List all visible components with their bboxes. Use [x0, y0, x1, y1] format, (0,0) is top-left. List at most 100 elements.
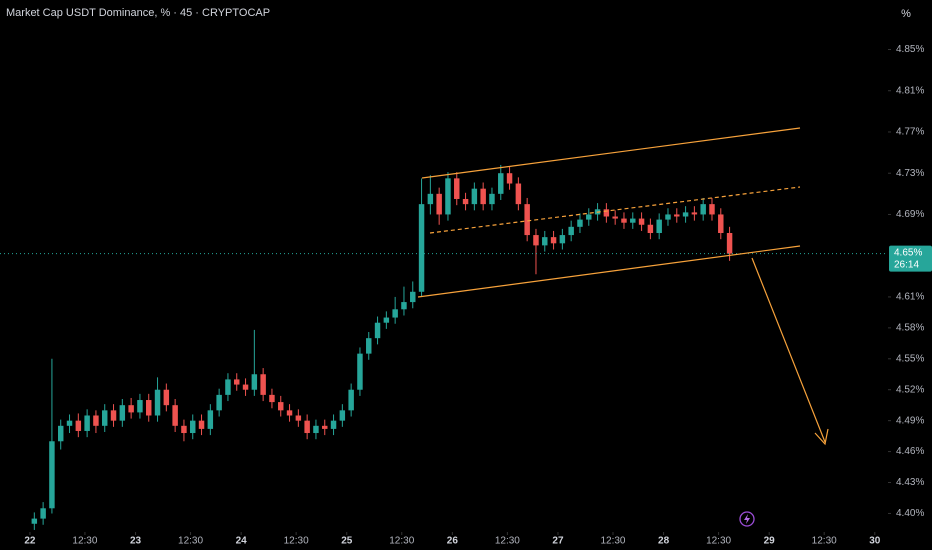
candle-body — [330, 420, 337, 429]
axes: 4.85% 4.81% 4.77% 4.73% 4.69% 4.61% 4.58% 4.55%… — [24, 44, 932, 547]
candle-body — [172, 405, 178, 426]
candle-body — [506, 173, 513, 184]
candle-body — [718, 214, 724, 234]
y-tick-label: 4.81% — [896, 85, 924, 96]
candle-body — [198, 420, 205, 429]
candle-body — [542, 237, 548, 246]
x-tick-label: 29 — [764, 536, 776, 547]
y-axis-panel — [888, 0, 932, 550]
x-tick-label: 12:30 — [284, 536, 309, 547]
candle-body — [392, 309, 398, 318]
candle-body — [295, 415, 302, 421]
candle-body — [401, 302, 407, 310]
y-tick-label: 4.58% — [896, 323, 924, 334]
x-tick-label: 27 — [552, 536, 564, 547]
drawings — [417, 127, 829, 446]
candle-body — [75, 420, 82, 431]
candle-body — [137, 400, 143, 413]
candle-body — [93, 415, 99, 426]
candle-body — [709, 204, 715, 215]
x-axis-panel — [0, 532, 888, 550]
x-tick-label: 25 — [341, 536, 353, 547]
candle-body — [163, 389, 170, 406]
candle-body — [471, 188, 478, 205]
candle-body — [489, 193, 495, 205]
x-tick-label: 12:30 — [706, 536, 731, 547]
channel-lower — [417, 245, 801, 298]
x-tick-label: 12:30 — [178, 536, 203, 547]
y-tick-label: 4.49% — [896, 415, 924, 426]
x-tick-label: 12:30 — [812, 536, 837, 547]
chart-title: Market Cap USDT Dominance, % · 45 · CRYP… — [6, 7, 270, 19]
candle-body — [621, 218, 627, 223]
candle-body — [181, 425, 187, 434]
y-tick-label: 4.55% — [896, 353, 924, 364]
last-price-label: 4.65% — [894, 247, 922, 258]
candle-body — [665, 214, 671, 220]
x-tick-label: 28 — [658, 536, 670, 547]
x-tick-label: 12:30 — [389, 536, 414, 547]
candle-body — [251, 374, 258, 390]
candle-body — [410, 291, 416, 303]
candle-body — [154, 389, 161, 416]
x-tick-label: 26 — [447, 536, 459, 547]
x-tick-label: 23 — [130, 536, 142, 547]
candle-body — [119, 405, 126, 421]
candle-body — [374, 322, 381, 339]
y-tick-label: 4.52% — [896, 384, 924, 395]
candle-body — [638, 218, 645, 225]
channel-upper — [421, 127, 801, 179]
candle-body — [559, 235, 566, 244]
candle-body — [418, 204, 425, 292]
candle-body — [515, 183, 522, 205]
candle-body — [322, 425, 328, 429]
candle-body — [550, 237, 557, 244]
y-tick-label: 4.40% — [896, 508, 924, 519]
candle-body — [612, 216, 618, 219]
candle-body — [234, 379, 240, 385]
x-tick-label: 30 — [869, 536, 881, 547]
candle-body — [66, 420, 73, 426]
x-tick-label: 24 — [236, 536, 248, 547]
candle-body — [348, 389, 354, 411]
candle-body — [445, 178, 451, 215]
candle-body — [57, 425, 64, 442]
candle-body — [462, 198, 469, 205]
candle-body — [190, 420, 196, 434]
candle-body — [146, 400, 152, 416]
candle-body — [207, 410, 214, 429]
scale-button-bg[interactable] — [893, 4, 923, 24]
candle-body — [603, 209, 610, 217]
candle-body — [498, 173, 504, 194]
candle-body — [49, 441, 55, 509]
y-tick-label: 4.46% — [896, 446, 924, 457]
lightning-icon[interactable] — [739, 511, 755, 527]
candle-body — [304, 420, 310, 434]
candle-body — [102, 410, 108, 426]
candle-body — [357, 353, 363, 390]
candle-body — [286, 410, 293, 416]
candle-body — [383, 317, 390, 323]
candle-body — [726, 233, 733, 254]
candle-body — [313, 425, 319, 434]
candle-body — [647, 224, 654, 234]
x-tick-label: 12:30 — [72, 536, 97, 547]
candle-body — [656, 219, 662, 234]
x-tick-label: 12:30 — [600, 536, 625, 547]
candle-body — [366, 338, 372, 354]
candle-body — [436, 193, 442, 215]
candle-body — [700, 204, 706, 215]
candle-body — [278, 402, 284, 411]
candle-body — [31, 518, 38, 524]
candle-body — [480, 188, 486, 205]
candle-body — [630, 218, 636, 223]
candle-body — [691, 212, 698, 215]
y-tick-label: 4.43% — [896, 477, 924, 488]
candle-body — [568, 226, 574, 236]
candle-body — [524, 204, 530, 236]
scale-button[interactable]: % — [901, 8, 911, 20]
candle-body — [269, 394, 275, 403]
y-tick-label: 4.69% — [896, 209, 924, 220]
